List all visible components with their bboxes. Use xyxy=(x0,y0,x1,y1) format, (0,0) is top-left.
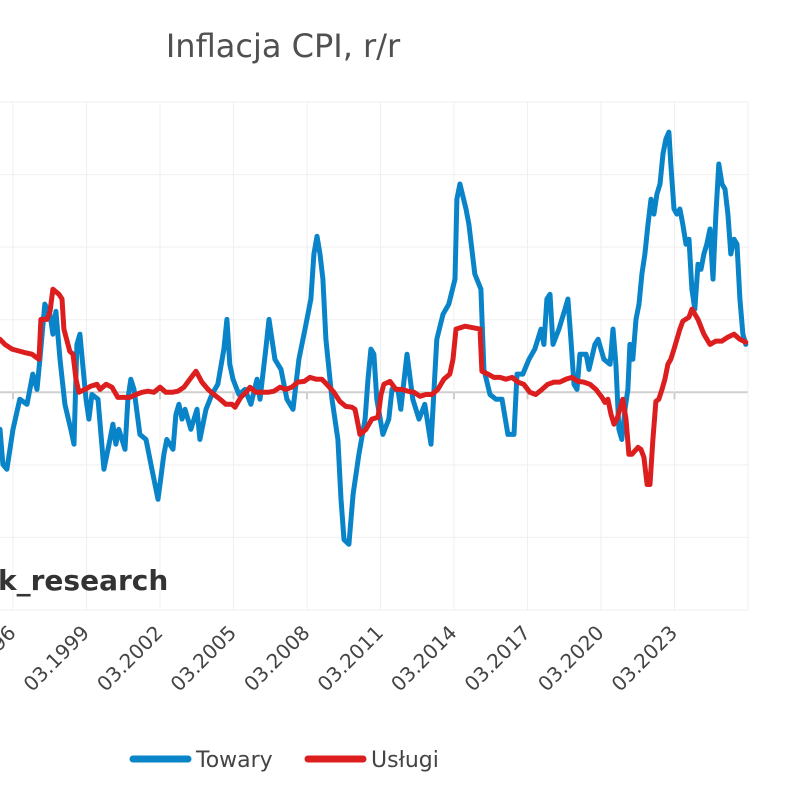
watermark: k_research xyxy=(0,564,168,597)
x-tick-label: 03.2017 xyxy=(460,621,535,696)
x-tick-label: 03.1999 xyxy=(19,621,94,696)
x-tick-label: 03.2023 xyxy=(607,621,682,696)
legend-item-towary[interactable]: Towary xyxy=(129,748,273,773)
series-line-uslugi xyxy=(0,286,749,487)
x-tick-label: 03.2008 xyxy=(239,621,314,696)
x-axis-ticks: 03.199603.199903.200203.200503.200803.20… xyxy=(0,621,682,696)
legend: Towary Usługi xyxy=(129,748,439,773)
x-tick-label: 03.2014 xyxy=(386,621,461,696)
x-tick-label: 03.1996 xyxy=(0,621,21,696)
series-lines xyxy=(0,129,749,547)
legend-label-towary: Towary xyxy=(195,748,273,773)
x-tick-label: 03.2005 xyxy=(166,621,241,696)
x-tick-label: 03.2011 xyxy=(313,621,388,696)
chart-title: Inflacja CPI, r/r xyxy=(166,27,401,65)
x-tick-label: 03.2020 xyxy=(533,621,608,696)
legend-label-uslugi: Usługi xyxy=(371,748,439,773)
legend-item-uslugi[interactable]: Usługi xyxy=(304,748,439,773)
x-tick-label: 03.2002 xyxy=(92,621,167,696)
series-line-towary xyxy=(0,129,749,547)
